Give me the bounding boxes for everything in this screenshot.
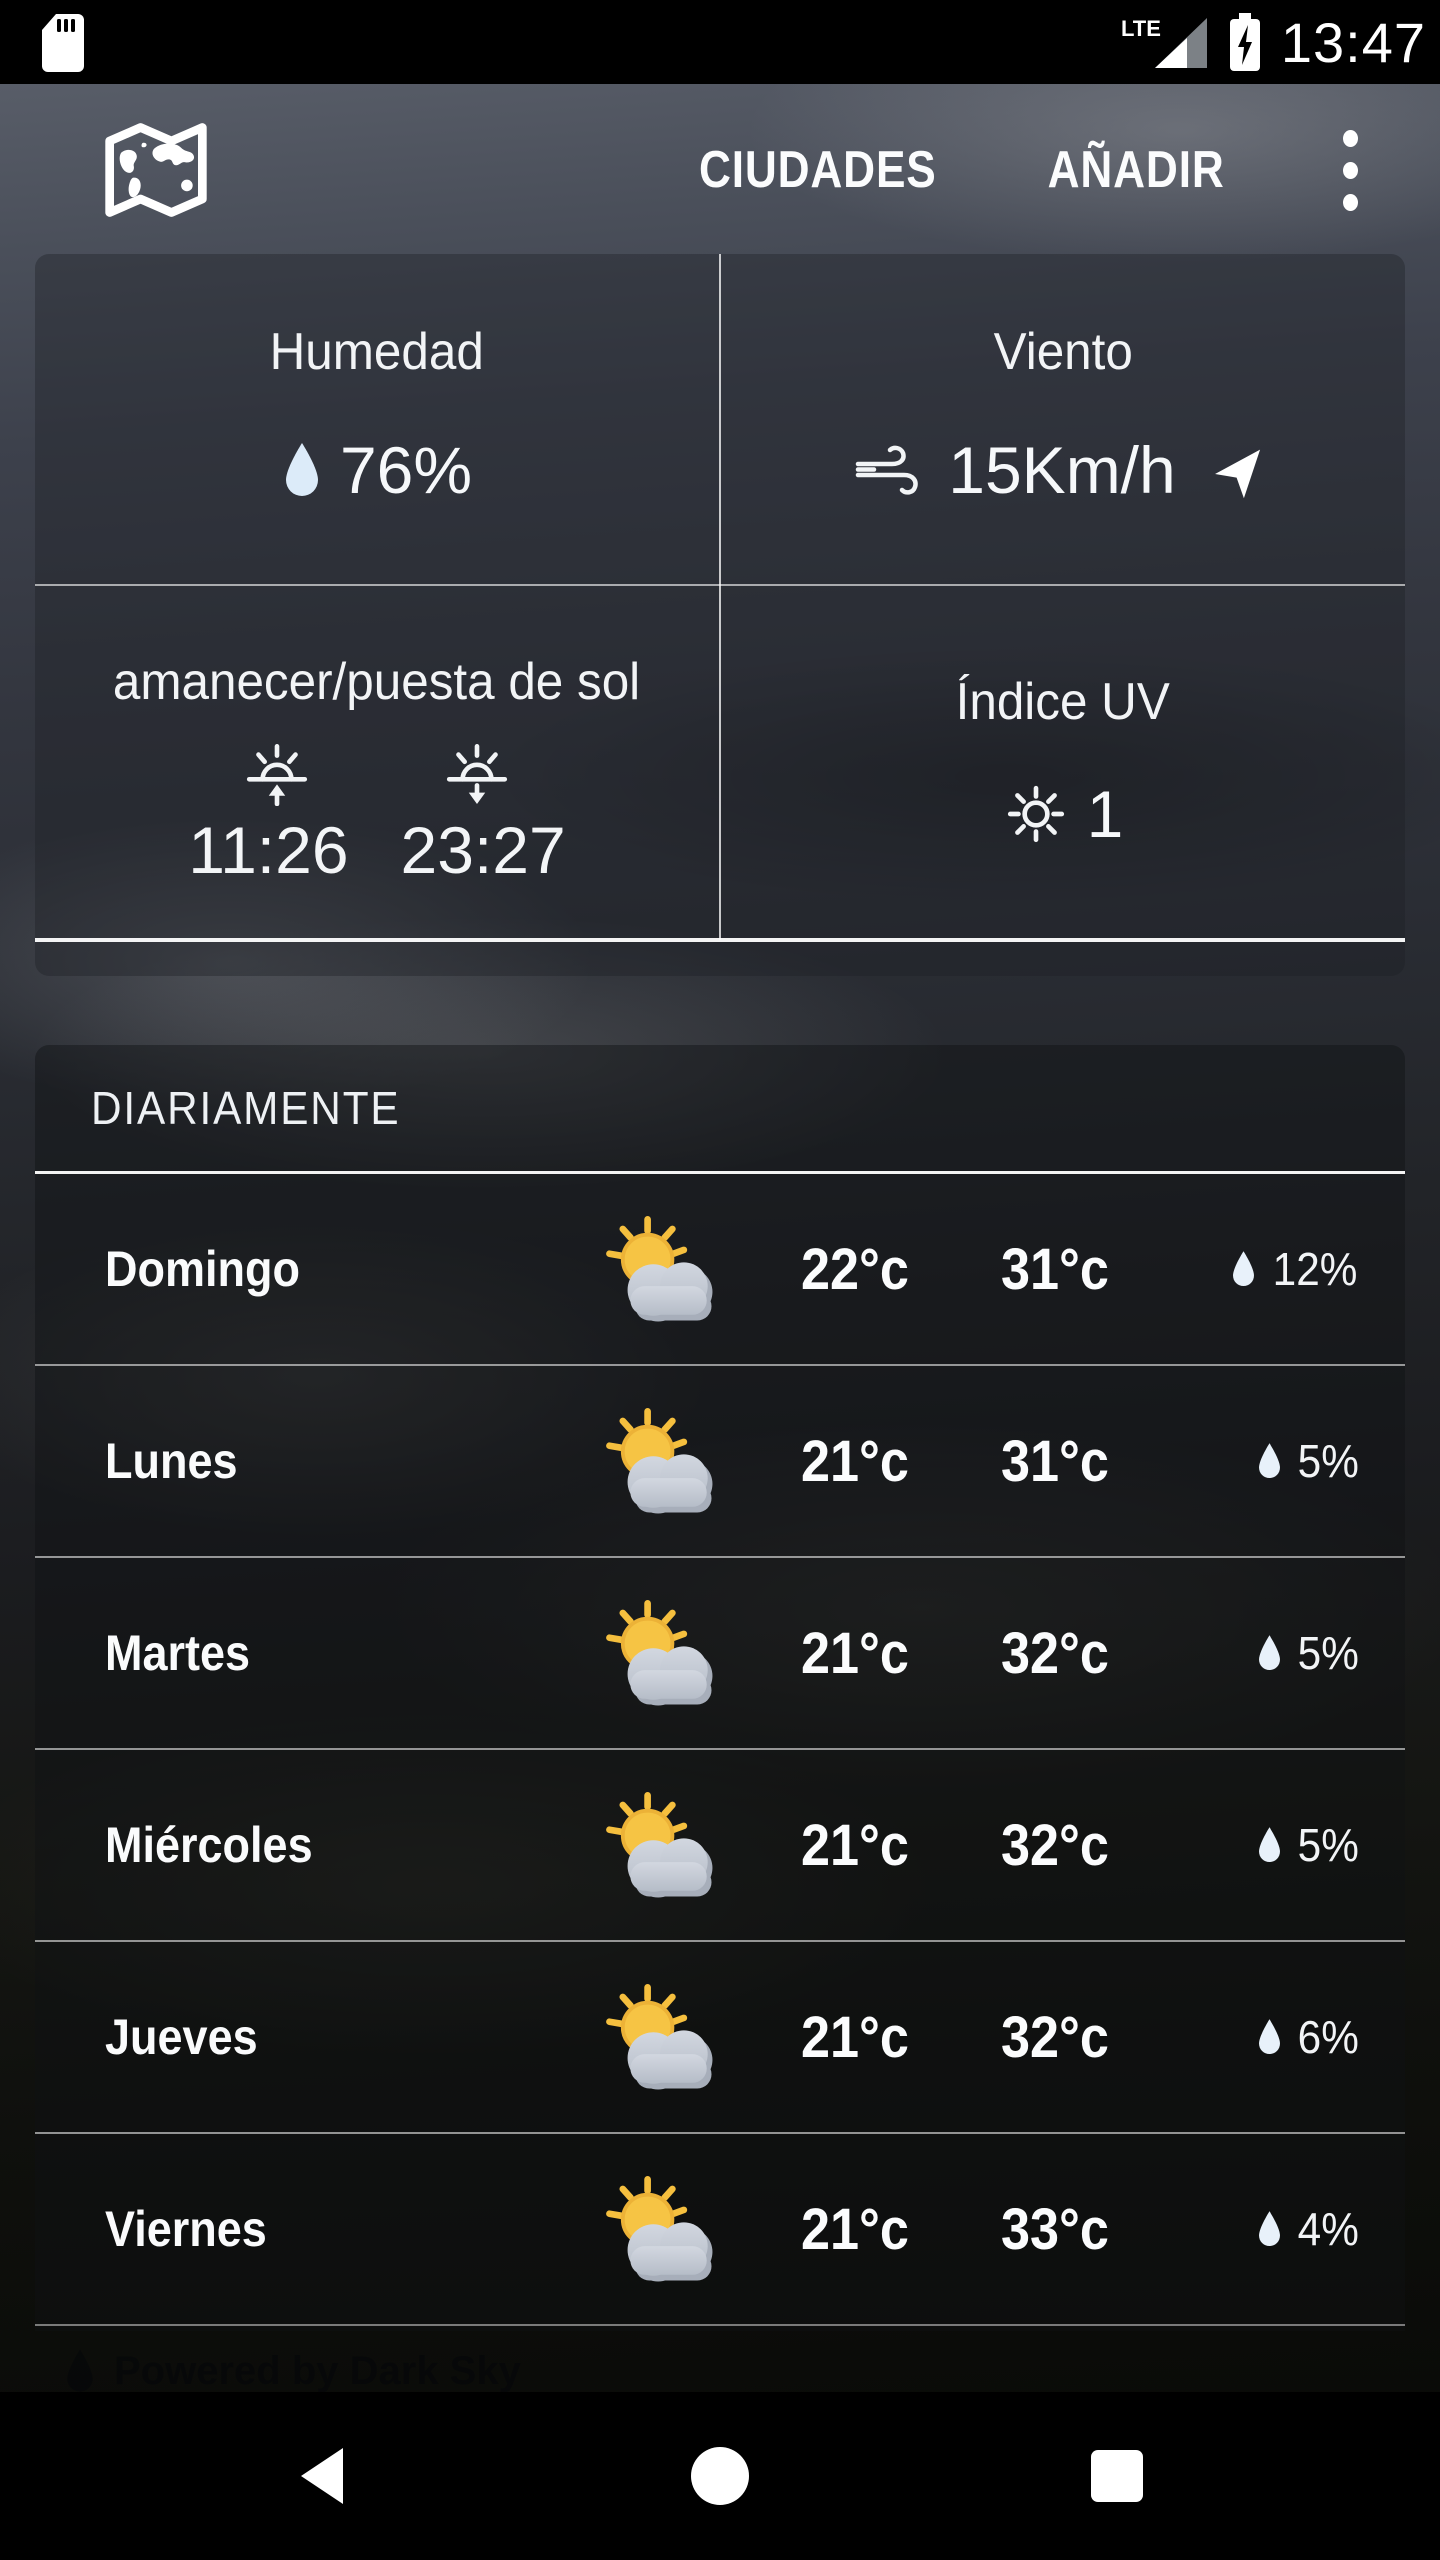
partly-cloudy-icon: [598, 2169, 722, 2289]
high-temp: 31°c: [1001, 1428, 1109, 1494]
high-temp: 32°c: [1001, 1620, 1109, 1686]
battery-charging-icon: [1229, 13, 1260, 71]
uv-index-value: 1: [1086, 777, 1124, 851]
precip-chance: 5%: [1297, 1627, 1359, 1679]
low-temp: 21°c: [801, 2004, 909, 2070]
recents-button[interactable]: [1082, 2441, 1152, 2511]
humidity-label: Humedad: [269, 323, 485, 381]
droplet-icon: [1258, 1635, 1280, 1671]
dark-sky-logo-icon: [67, 2349, 93, 2392]
wind-icon: [856, 445, 918, 495]
lte-signal-icon: LTE: [1121, 16, 1207, 68]
droplet-icon: [1258, 1443, 1280, 1479]
precip-chance: 12%: [1272, 1243, 1358, 1295]
wind-direction-arrow-icon: [1214, 449, 1260, 499]
low-temp: 21°c: [801, 2196, 909, 2262]
droplet-icon: [1232, 1251, 1254, 1287]
map-icon[interactable]: [98, 112, 214, 228]
sd-card-icon: [42, 14, 84, 72]
partly-cloudy-icon: [598, 1785, 722, 1905]
sunset-time: 23:27: [400, 813, 566, 887]
home-button[interactable]: [685, 2441, 755, 2511]
network-type-label: LTE: [1121, 16, 1161, 41]
precip-chance: 5%: [1297, 1819, 1359, 1871]
divider: [35, 938, 1405, 942]
daily-forecast-card: DIARIAMENTE Domingo 22°c 31°c 12% Lunes …: [35, 1045, 1405, 2331]
humidity-value: 76%: [339, 433, 473, 507]
uv-index-label: Índice UV: [955, 673, 1171, 731]
day-label: Martes: [105, 1625, 251, 1681]
app-bar: CIUDADES AÑADIR: [0, 84, 1440, 256]
day-label: Lunes: [105, 1433, 238, 1489]
sunset-icon: [446, 744, 508, 804]
partly-cloudy-icon: [598, 1593, 722, 1713]
recents-icon: [1091, 2450, 1143, 2502]
low-temp: 21°c: [801, 1620, 909, 1686]
precip-chance: 5%: [1297, 1435, 1359, 1487]
humidity-cell: Humedad 76%: [35, 254, 719, 508]
day-label: Miércoles: [105, 1817, 313, 1873]
forecast-row-domingo[interactable]: Domingo 22°c 31°c 12%: [35, 1174, 1405, 1366]
divider: [35, 584, 1405, 586]
back-icon: [301, 2448, 343, 2504]
high-temp: 32°c: [1001, 1812, 1109, 1878]
forecast-row-miercoles[interactable]: Miércoles 21°c 32°c 5%: [35, 1750, 1405, 1942]
back-button[interactable]: [288, 2441, 358, 2511]
low-temp: 21°c: [801, 1428, 909, 1494]
navigation-bar: [0, 2392, 1440, 2560]
divider: [719, 254, 721, 940]
low-temp: 22°c: [801, 1236, 909, 1302]
forecast-row-viernes[interactable]: Viernes 21°c 33°c 4%: [35, 2134, 1405, 2326]
droplet-icon: [1258, 1827, 1280, 1863]
high-temp: 33°c: [1001, 2196, 1109, 2262]
forecast-row-martes[interactable]: Martes 21°c 32°c 5%: [35, 1558, 1405, 1750]
sunrise-icon: [246, 744, 308, 806]
partly-cloudy-icon: [598, 1977, 722, 2097]
current-conditions-card: Humedad 76% Viento 15Km/h amanecer/puest…: [35, 254, 1405, 976]
droplet-icon: [1258, 2019, 1280, 2055]
tab-anadir[interactable]: AÑADIR: [1047, 141, 1225, 199]
attribution-text: Powered by Dark Sky: [114, 2348, 521, 2393]
partly-cloudy-icon: [598, 1401, 722, 1521]
clock: 13:47: [1280, 10, 1426, 74]
sunrise-sunset-label: amanecer/puesta de sol: [113, 653, 641, 711]
home-icon: [691, 2447, 749, 2505]
wind-cell: Viento 15Km/h: [721, 254, 1405, 508]
day-label: Viernes: [105, 2201, 267, 2257]
high-temp: 31°c: [1001, 1236, 1109, 1302]
high-temp: 32°c: [1001, 2004, 1109, 2070]
precip-chance: 4%: [1297, 2203, 1359, 2255]
forecast-row-jueves[interactable]: Jueves 21°c 32°c 6%: [35, 1942, 1405, 2134]
day-label: Domingo: [105, 1241, 300, 1297]
sunrise-sunset-cell: amanecer/puesta de sol 11:26 23:27: [35, 586, 719, 888]
wind-value: 15Km/h: [948, 433, 1176, 507]
daily-section-title: DIARIAMENTE: [91, 1082, 401, 1134]
day-label: Jueves: [105, 2009, 258, 2065]
status-bar: LTE 13:47: [0, 0, 1440, 84]
overflow-menu-icon[interactable]: [1320, 110, 1380, 230]
partly-cloudy-icon: [598, 1209, 722, 1329]
wind-label: Viento: [993, 323, 1133, 381]
low-temp: 21°c: [801, 1812, 909, 1878]
sunrise-time: 11:26: [188, 813, 349, 887]
droplet-icon: [1258, 2211, 1280, 2247]
uv-index-cell: Índice UV 1: [721, 586, 1405, 852]
forecast-row-lunes[interactable]: Lunes 21°c 31°c 5%: [35, 1366, 1405, 1558]
sun-icon: [1007, 785, 1064, 843]
precip-chance: 6%: [1297, 2011, 1359, 2063]
daily-section-header: DIARIAMENTE: [35, 1045, 1405, 1174]
attribution: Powered by Dark Sky: [60, 2348, 521, 2394]
tab-ciudades[interactable]: CIUDADES: [699, 141, 937, 199]
droplet-icon: [285, 443, 318, 496]
